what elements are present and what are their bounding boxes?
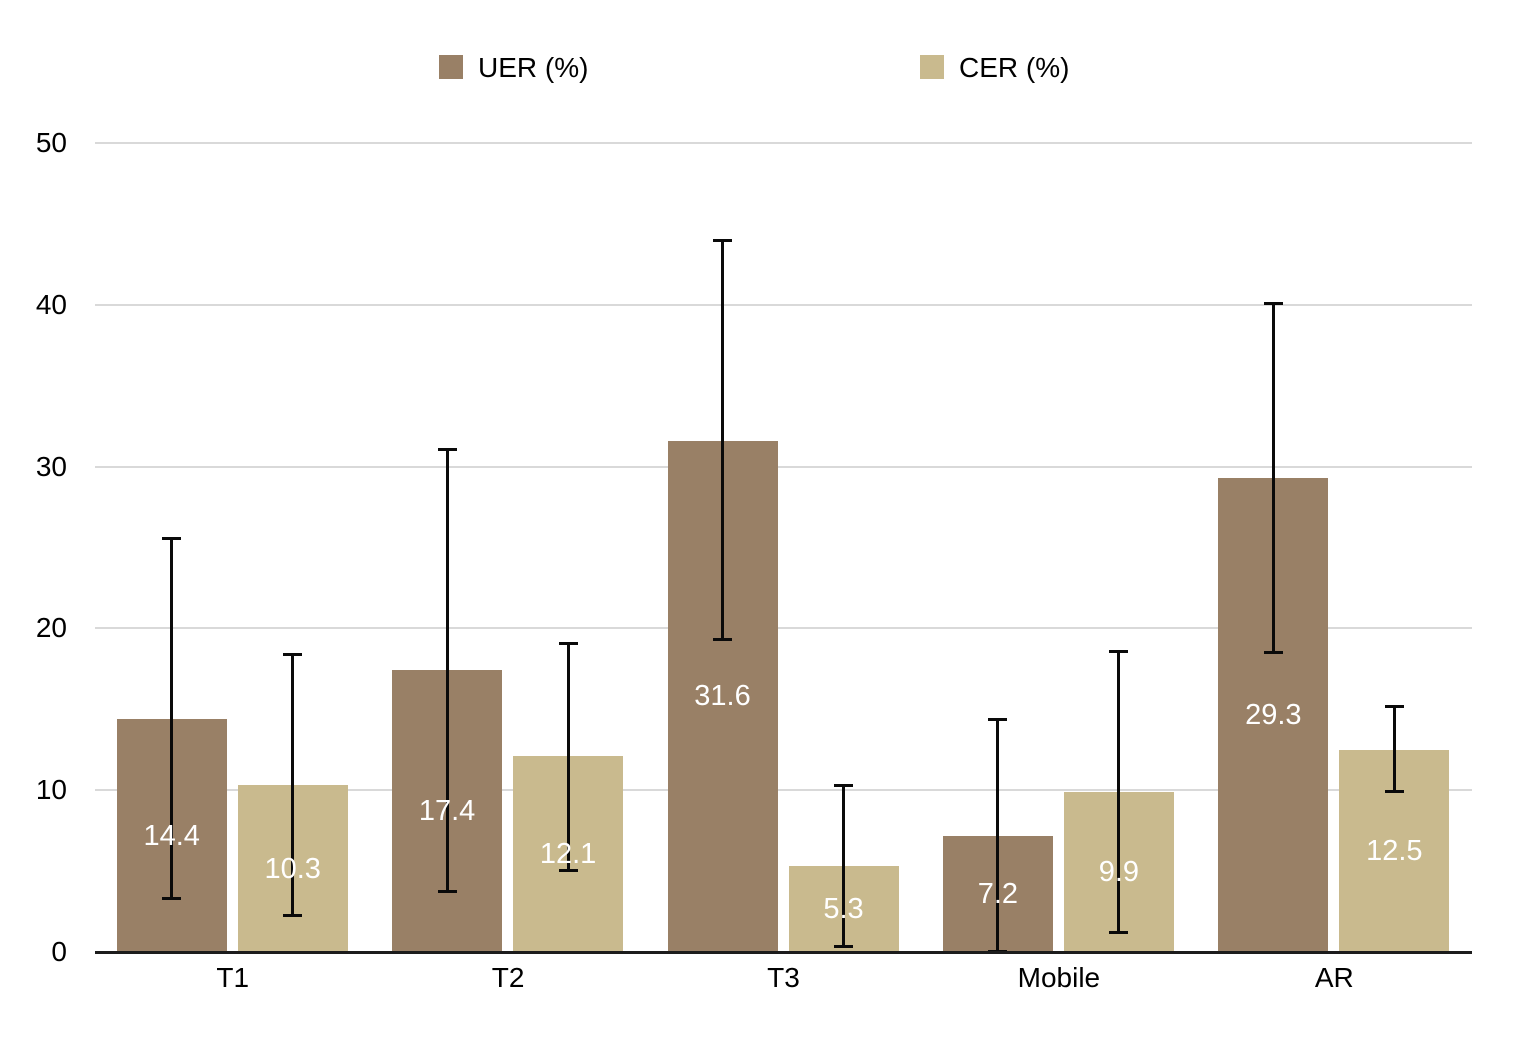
legend-swatch-icon [439,55,463,79]
y-axis-label: 0 [51,936,67,967]
error-bar-cap-top [558,641,578,645]
gridline [95,142,1472,144]
value-label: 9.9 [1098,855,1140,888]
x-axis-line [95,951,1472,954]
x-axis-label-t2: T2 [491,962,525,993]
error-bar [721,240,724,640]
error-bar-cap-top [283,653,303,657]
error-bar-cap-bottom [1109,930,1129,934]
error-bar [1117,651,1121,933]
gridline [95,465,1472,468]
gridline [95,789,1472,792]
y-axis-label: 30 [35,450,67,482]
x-axis-label-t1: T1 [216,962,250,993]
value-label: 10.3 [264,852,321,885]
error-bar-cap-bottom [558,869,578,873]
legend-label: CER (%) [959,52,1070,83]
error-bar-cap-top [713,239,732,243]
error-bar [445,448,449,893]
x-axis-label-ar: AR [1314,962,1354,993]
error-bar-cap-bottom [834,945,853,949]
value-label: 12.5 [1366,834,1423,867]
x-axis-label-mobile: Mobile [1017,962,1101,993]
value-label: 17.4 [418,795,476,828]
legend-label: UER (%) [478,52,589,83]
value-label: 31.6 [694,680,751,713]
legend-swatch-icon [920,55,944,79]
error-bar-cap-bottom [283,914,303,918]
error-bar-cap-top [162,536,182,540]
error-bar-cap-top [988,718,1008,721]
x-axis-label-t3: T3 [767,962,800,993]
y-axis-label: 20 [35,612,67,644]
error-bar [170,537,174,899]
error-bar-cap-top [437,447,457,451]
error-bar [1392,706,1396,792]
error-bar-cap-bottom [437,890,457,894]
error-bar [1271,303,1275,653]
error-bar-cap-bottom [713,637,732,641]
error-bar-cap-top [1263,302,1283,306]
error-bar-cap-top [1384,705,1404,709]
error-bar [842,785,845,948]
error-bar [566,642,570,872]
gridline [95,627,1472,630]
value-label: 29.3 [1245,698,1302,731]
value-label: 14.4 [143,819,200,852]
value-label: 12.1 [539,838,597,871]
value-label: 7.2 [977,877,1019,910]
value-label: 5.3 [823,893,864,926]
y-axis-label: 10 [35,774,67,806]
y-axis-label: 50 [35,127,67,158]
gridline [95,303,1472,306]
y-axis-label: 40 [35,288,67,320]
error-bar [996,719,1000,952]
error-bar-cap-top [834,784,853,788]
error-bar-cap-bottom [1263,650,1283,654]
error-bar [291,654,295,917]
error-bar-cap-top [1109,650,1129,654]
error-bar-cap-bottom [1384,789,1404,793]
error-bar-cap-bottom [162,896,182,900]
